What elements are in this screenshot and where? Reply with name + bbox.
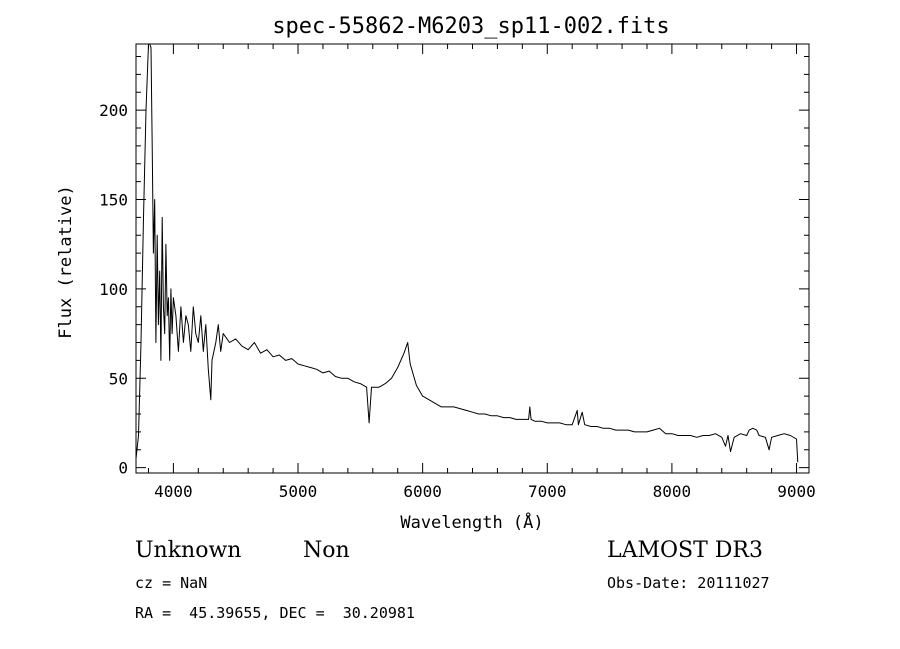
x-tick-label: 6000 — [403, 482, 442, 501]
redshift-readout: cz = NaN — [135, 574, 208, 592]
x-tick-label: 5000 — [279, 482, 318, 501]
chart-title: spec-55862-M6203_sp11-002.fits — [272, 14, 669, 39]
x-tick-label: 7000 — [528, 482, 567, 501]
plot-frame — [135, 43, 810, 474]
observation-date: Obs-Date: 20111027 — [607, 574, 770, 592]
survey-name: LAMOST DR3 — [607, 538, 763, 563]
x-tick-label: 8000 — [653, 482, 692, 501]
x-axis-label: Wavelength (Å) — [400, 511, 543, 533]
y-tick-label: 200 — [99, 101, 128, 120]
axis-ticks: 4000 5000 6000 7000 8000 9000 0 50 100 150 200 — [99, 44, 816, 501]
y-tick-label: 50 — [109, 369, 128, 388]
coordinates-readout: RA = 45.39655, DEC = 30.20981 — [135, 604, 415, 622]
spectrum-series-line — [135, 43, 799, 463]
y-tick-label: 150 — [99, 191, 128, 210]
y-tick-label: 0 — [118, 459, 128, 478]
y-axis-label: Flux (relative) — [56, 185, 76, 339]
x-tick-label: 4000 — [154, 482, 193, 501]
y-tick-label: 100 — [99, 280, 128, 299]
spectral-subclass: Non — [303, 538, 350, 563]
x-tick-label: 9000 — [777, 482, 816, 501]
spectral-class: Unknown — [135, 538, 242, 563]
